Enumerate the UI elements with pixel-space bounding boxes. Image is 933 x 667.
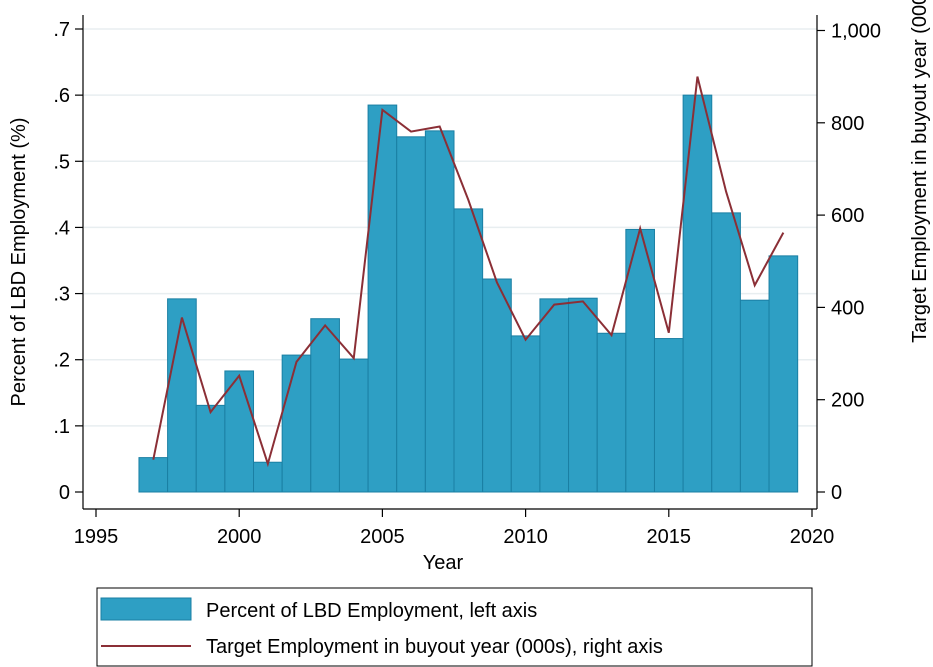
x-tick-label: 1995 (74, 526, 119, 548)
legend-line-label: Target Employment in buyout year (000s),… (206, 636, 663, 658)
bar (539, 298, 570, 493)
bar (711, 212, 741, 493)
y-axis-left-label: Percent of LBD Employment (%) (8, 118, 30, 407)
y-right-tick-label: 1,000 (831, 21, 881, 43)
y-left-tick-label: .7 (53, 19, 70, 41)
line-series (152, 76, 785, 468)
x-tick-label: 2015 (647, 526, 692, 548)
bar (739, 299, 770, 493)
x-tick-label: 2000 (217, 526, 262, 548)
bar (224, 370, 255, 493)
bar (482, 278, 512, 493)
bar (310, 318, 340, 493)
y-left-tick-label: .2 (53, 350, 70, 372)
bar (253, 461, 283, 493)
y-left-tick-label: .3 (53, 284, 70, 306)
bar (568, 297, 598, 493)
y-left-tick-label: .1 (53, 416, 70, 438)
bar (338, 358, 369, 493)
bar (367, 104, 398, 493)
bar (653, 338, 684, 493)
bar (167, 298, 197, 493)
y-right-tick-label: 800 (831, 113, 864, 135)
bar (453, 208, 484, 493)
series-line (152, 76, 785, 468)
bar-series (138, 94, 799, 493)
bar (768, 255, 799, 493)
y-left-tick-label: .4 (53, 217, 70, 239)
x-tick-label: 2010 (503, 526, 548, 548)
y-left-tick-label: .6 (53, 85, 70, 107)
legend-bar-swatch (100, 597, 192, 621)
y-right-tick-label: 200 (831, 390, 864, 412)
bar (396, 136, 426, 493)
y-right-tick-label: 600 (831, 205, 864, 227)
legend-box (96, 587, 813, 667)
legend: Percent of LBD Employment, left axis Tar… (96, 587, 813, 667)
bar (510, 335, 541, 493)
y-left-tick-label: .5 (53, 151, 70, 173)
y-right-tick-label: 0 (831, 482, 842, 504)
tick-labels: 0 .1 .2 .3 .4 .5 .6 .7 0 200 400 600 800 1,000 1995 200… (53, 19, 881, 548)
x-tick-label: 2020 (790, 526, 835, 548)
bar (596, 332, 627, 493)
bar (195, 404, 226, 493)
y-left-tick-label: 0 (59, 482, 70, 504)
y-right-tick-label: 400 (831, 297, 864, 319)
bar (281, 354, 312, 493)
x-tick-label: 2005 (360, 526, 405, 548)
y-axis-right-label: Target Employment in buyout year (000s) (909, 0, 931, 343)
axes (75, 15, 825, 517)
bar (138, 457, 169, 493)
legend-bar-label: Percent of LBD Employment, left axis (206, 600, 537, 622)
bar (682, 94, 713, 493)
bar (424, 130, 455, 493)
x-axis-label: Year (423, 552, 464, 574)
